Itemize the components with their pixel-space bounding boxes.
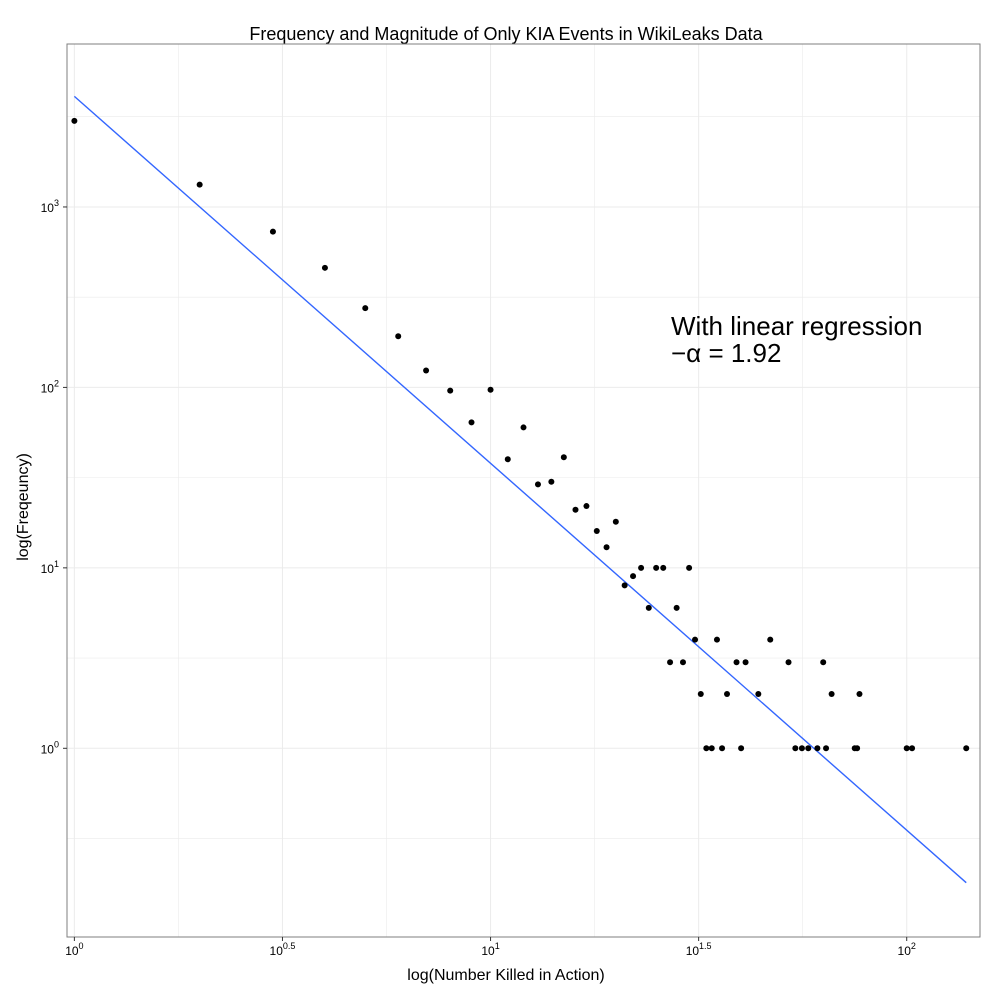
data-point: [196, 181, 203, 188]
data-point: [828, 690, 835, 697]
data-point: [603, 544, 610, 551]
data-point: [798, 745, 805, 752]
y-tick-label: 102: [41, 378, 59, 395]
y-tick-label: 101: [41, 559, 59, 576]
x-tick-label: 102: [898, 941, 916, 958]
data-point: [686, 564, 693, 571]
data-point: [362, 305, 369, 312]
data-point: [724, 690, 731, 697]
data-point: [572, 506, 579, 513]
data-point: [423, 367, 430, 374]
x-tick-label: 100: [65, 941, 83, 958]
data-point: [534, 481, 541, 488]
data-point: [612, 518, 619, 525]
data-point: [733, 659, 740, 666]
data-point: [487, 386, 494, 393]
data-point: [805, 745, 812, 752]
annotation-line-2: −α = 1.92: [671, 338, 781, 368]
data-point: [583, 503, 590, 510]
data-point: [667, 659, 674, 666]
data-point: [560, 454, 567, 461]
data-point: [447, 387, 454, 394]
data-point: [679, 659, 686, 666]
data-point: [742, 659, 749, 666]
data-point: [767, 636, 774, 643]
data-point: [673, 604, 680, 611]
data-point: [963, 745, 970, 752]
data-point: [504, 456, 511, 463]
data-point: [708, 745, 715, 752]
data-point: [856, 690, 863, 697]
data-point: [395, 333, 402, 340]
data-point: [692, 636, 699, 643]
data-point: [645, 604, 652, 611]
data-point: [854, 745, 861, 752]
data-point: [660, 564, 667, 571]
y-axis-ticks: 100 101 102 103: [41, 198, 67, 756]
data-points: [71, 117, 970, 752]
data-point: [593, 528, 600, 535]
x-tick-label: 101: [481, 941, 499, 958]
data-point: [468, 419, 475, 426]
chart-title: Frequency and Magnitude of Only KIA Even…: [249, 24, 763, 44]
data-point: [630, 573, 637, 580]
data-point: [820, 659, 827, 666]
grid-lines: [67, 44, 980, 937]
data-point: [697, 690, 704, 697]
x-tick-label: 100.5: [270, 941, 296, 958]
data-point: [321, 264, 328, 271]
x-axis-ticks: 100 100.5 101 101.5 102: [65, 937, 916, 958]
y-tick-label: 103: [41, 198, 59, 215]
data-point: [903, 745, 910, 752]
data-point: [621, 582, 628, 589]
data-point: [638, 564, 645, 571]
data-point: [703, 745, 710, 752]
plot-panel-border: [66, 43, 981, 938]
regression-line: [73, 95, 967, 884]
data-point: [719, 745, 726, 752]
data-point: [814, 745, 821, 752]
regression-line-layer: [73, 95, 967, 884]
data-point: [738, 745, 745, 752]
data-point: [548, 478, 555, 485]
data-point: [269, 228, 276, 235]
data-point: [792, 745, 799, 752]
x-tick-label: 101.5: [686, 941, 712, 958]
data-point: [71, 117, 78, 124]
data-point: [909, 745, 916, 752]
data-point: [713, 636, 720, 643]
data-point: [785, 659, 792, 666]
y-tick-label: 100: [41, 739, 59, 756]
x-axis-label: log(Number Killed in Action): [407, 967, 604, 984]
data-point: [823, 745, 830, 752]
data-point: [520, 424, 527, 431]
y-axis-label: log(Freqeuncy): [15, 453, 32, 561]
data-point: [755, 690, 762, 697]
annotation-line-1: With linear regression: [671, 311, 922, 341]
data-point: [653, 564, 660, 571]
